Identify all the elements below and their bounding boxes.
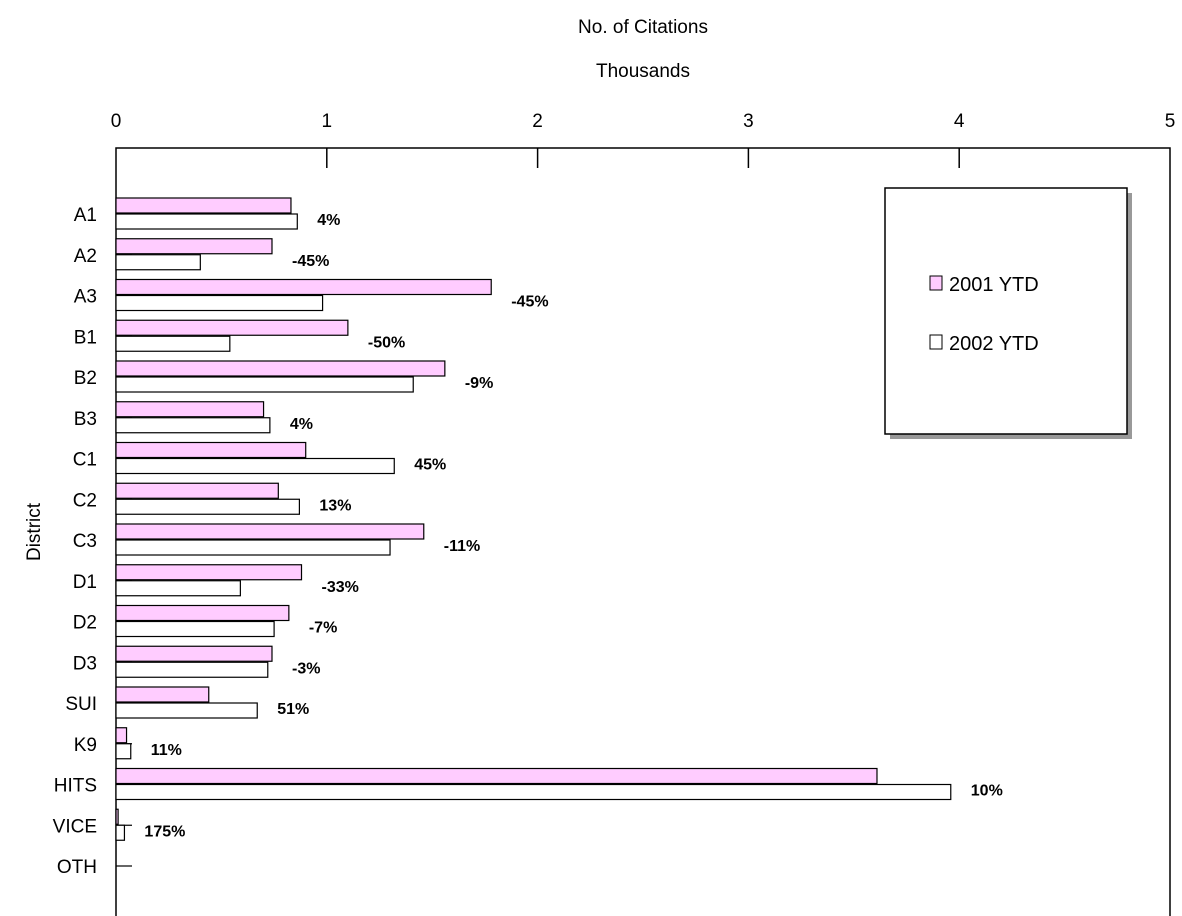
legend-swatch-2001 <box>929 275 943 291</box>
category-label: SUI <box>65 694 97 715</box>
bar-2001 <box>115 808 119 825</box>
bar-2001 <box>115 564 303 581</box>
change-label: 4% <box>290 416 313 433</box>
x-tick-label: 1 <box>322 111 333 132</box>
change-label: 13% <box>319 497 351 514</box>
bar-2001 <box>115 319 349 336</box>
bar-2002 <box>115 417 271 434</box>
category-label: B3 <box>74 409 97 430</box>
bar-2001 <box>115 645 273 662</box>
bar-2002 <box>115 294 324 312</box>
change-label: 11% <box>151 742 182 759</box>
bar-2002 <box>115 335 231 352</box>
change-label: -45% <box>511 294 548 311</box>
bar-2001 <box>115 441 307 459</box>
bar-2002 <box>115 620 275 638</box>
bar-2002 <box>115 498 300 515</box>
category-label: C1 <box>73 450 97 471</box>
change-label: -50% <box>368 334 405 351</box>
category-label: C2 <box>73 490 97 511</box>
x-tick-label: 3 <box>743 111 754 132</box>
bar-2002 <box>115 254 201 271</box>
bar-2002 <box>115 539 391 556</box>
bar-2001 <box>115 238 273 255</box>
bar-2001 <box>115 482 279 499</box>
bar-2002 <box>115 702 258 719</box>
category-label: OTH <box>57 857 97 878</box>
chart-subtitle: Thousands <box>596 61 690 82</box>
change-label: -33% <box>322 579 359 596</box>
bar-2001 <box>115 686 210 703</box>
category-label: A1 <box>74 205 97 226</box>
change-label: 10% <box>971 783 1003 800</box>
legend-swatch-2002 <box>929 334 943 350</box>
bar-2001 <box>115 197 292 214</box>
legend-label-2002: 2002 YTD <box>949 333 1039 355</box>
category-label: HITS <box>54 776 97 797</box>
category-label: A2 <box>74 246 97 267</box>
plot-area: 0 1 2 3 4 5 A1 4% A2 -45% A3 -45% B1 -50% B2 -9% B3 4% C1 4… <box>53 111 1176 916</box>
change-label: -9% <box>465 375 493 392</box>
change-label: -7% <box>309 620 337 637</box>
legend: 2001 YTD 2002 YTD <box>884 187 1132 439</box>
bar-2001 <box>115 604 290 622</box>
category-label: D2 <box>73 613 97 634</box>
change-label: 175% <box>144 823 185 840</box>
bar-2001 <box>115 278 492 296</box>
change-label: -11% <box>444 538 480 555</box>
x-tick-label: 0 <box>111 111 122 132</box>
bar-2002 <box>115 580 241 597</box>
category-label: D1 <box>73 572 97 593</box>
x-tick-label: 5 <box>1165 111 1176 132</box>
change-label: 51% <box>277 701 309 718</box>
y-axis-title: District <box>24 502 45 561</box>
bar-2002 <box>115 457 395 475</box>
change-label: 4% <box>317 212 340 229</box>
category-label: D3 <box>73 653 97 674</box>
bar-2001 <box>115 401 265 418</box>
x-tick-label: 4 <box>954 111 965 132</box>
category-label: B1 <box>74 327 97 348</box>
change-label: -45% <box>292 253 329 270</box>
category-label: C3 <box>73 531 97 552</box>
change-label: -3% <box>292 660 320 677</box>
bar-2002 <box>115 661 269 678</box>
category-label: K9 <box>74 735 97 756</box>
bar-2002 <box>115 213 298 230</box>
bar-2002 <box>115 743 132 760</box>
bar-2002 <box>115 783 952 801</box>
legend-box <box>884 187 1128 435</box>
category-label: A3 <box>74 287 97 308</box>
legend-label-2001: 2001 YTD <box>949 274 1039 296</box>
chart-title: No. of Citations <box>578 17 708 38</box>
x-tick-label: 2 <box>532 111 543 132</box>
bar-2002 <box>115 824 126 841</box>
bar-2001 <box>115 767 878 785</box>
bar-2001 <box>115 523 425 540</box>
category-label: B2 <box>74 368 97 389</box>
bar-2001 <box>115 360 446 377</box>
change-label: 45% <box>414 457 446 474</box>
bar-2001 <box>115 727 128 744</box>
category-label: VICE <box>53 816 97 837</box>
bar-2002 <box>115 376 414 393</box>
